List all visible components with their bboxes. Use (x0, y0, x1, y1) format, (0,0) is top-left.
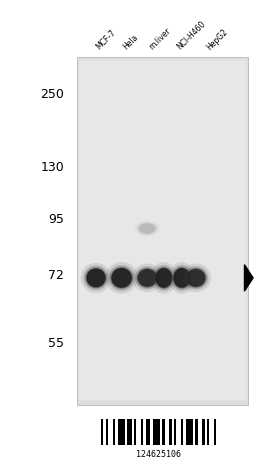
Ellipse shape (186, 269, 206, 287)
Ellipse shape (153, 265, 175, 291)
Text: MCF-7: MCF-7 (95, 29, 118, 52)
Text: 130: 130 (40, 161, 64, 174)
Text: 95: 95 (48, 212, 64, 226)
Polygon shape (244, 265, 253, 291)
Bar (118, 419, 125, 445)
Ellipse shape (171, 265, 193, 291)
Ellipse shape (108, 265, 135, 291)
Ellipse shape (155, 267, 173, 289)
Ellipse shape (174, 268, 190, 288)
Text: NCI-H460: NCI-H460 (175, 20, 207, 52)
Ellipse shape (151, 262, 177, 294)
Ellipse shape (173, 267, 191, 289)
Text: HepG2: HepG2 (205, 27, 229, 52)
Ellipse shape (168, 262, 195, 294)
Ellipse shape (137, 268, 158, 288)
Text: 55: 55 (48, 337, 64, 350)
Bar (195, 419, 198, 445)
Bar (127, 419, 132, 445)
Ellipse shape (83, 266, 109, 290)
Text: 250: 250 (40, 88, 64, 101)
Bar (169, 419, 172, 445)
Ellipse shape (135, 266, 160, 290)
Bar (174, 419, 176, 445)
Ellipse shape (81, 263, 111, 293)
Bar (146, 419, 151, 445)
Bar (181, 419, 183, 445)
Ellipse shape (86, 268, 106, 288)
Ellipse shape (132, 264, 163, 292)
Bar (214, 419, 216, 445)
Bar (134, 419, 136, 445)
Bar (186, 419, 193, 445)
Text: 72: 72 (48, 269, 64, 282)
Ellipse shape (135, 220, 160, 236)
Ellipse shape (138, 269, 157, 287)
Bar (77, 57, 248, 405)
Ellipse shape (111, 268, 132, 288)
Bar (113, 419, 115, 445)
Text: 124625106: 124625106 (136, 450, 181, 459)
Text: Hela: Hela (122, 33, 140, 52)
Ellipse shape (180, 264, 211, 292)
Bar (202, 419, 205, 445)
Bar (79, 61, 246, 400)
Ellipse shape (137, 222, 157, 235)
Bar (153, 419, 160, 445)
Text: m.liver: m.liver (147, 27, 172, 52)
Ellipse shape (87, 268, 105, 287)
Ellipse shape (139, 223, 155, 234)
Ellipse shape (105, 262, 138, 294)
Ellipse shape (185, 268, 206, 288)
Bar (162, 419, 165, 445)
Bar (106, 419, 108, 445)
Ellipse shape (110, 267, 133, 289)
Ellipse shape (156, 268, 172, 288)
Bar (141, 419, 143, 445)
Ellipse shape (183, 266, 208, 290)
Bar (207, 419, 209, 445)
Bar (101, 419, 103, 445)
